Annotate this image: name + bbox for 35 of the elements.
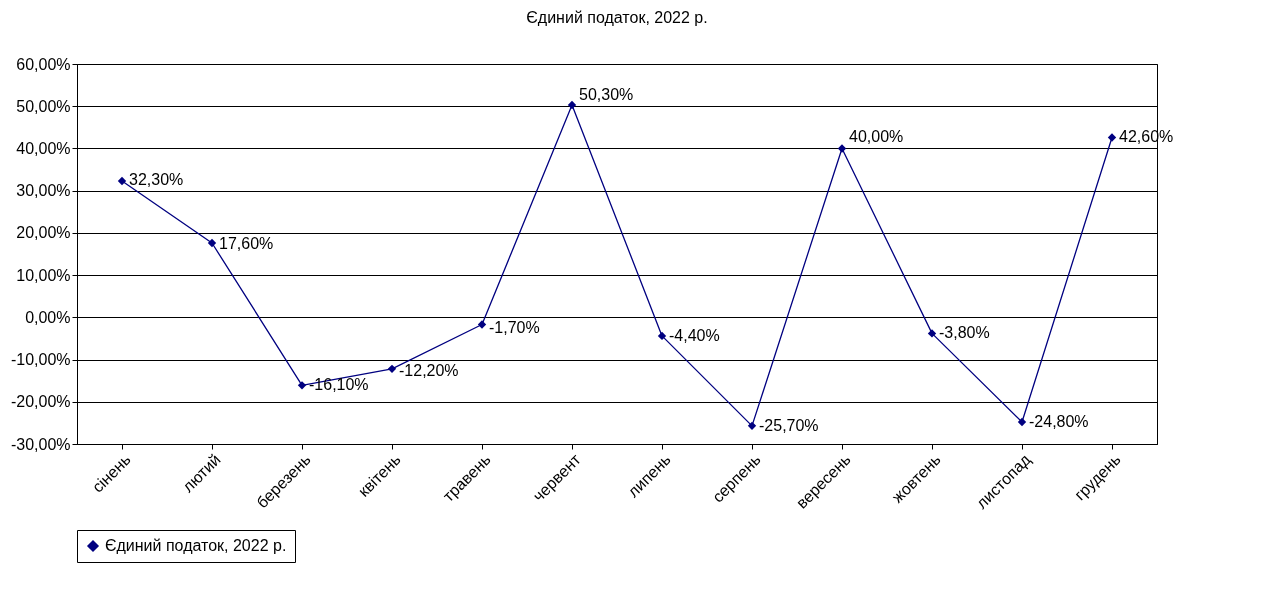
chart-title: Єдиний податок, 2022 р. [526,9,708,26]
y-tick-label: 40,00% [16,139,71,157]
data-label: 40,00% [849,128,904,146]
y-tick-label: -10,00% [10,351,71,369]
y-tick-label: 0,00% [25,308,71,326]
legend-label: Єдиний податок, 2022 р. [105,537,287,554]
data-label: -4,40% [669,326,720,344]
y-tick-label: 30,00% [16,182,71,200]
data-label: -12,20% [399,361,459,379]
point [297,381,307,390]
data-label: -1,70% [489,319,540,337]
data-label: 17,60% [219,234,274,252]
data-label: 50,30% [579,86,634,104]
point [567,100,577,110]
data-label: -24,80% [1029,413,1089,431]
y-tick-label: -30,00% [10,435,71,453]
point [747,421,757,431]
point [387,364,397,374]
data-label: -16,10% [309,376,369,394]
data-label: -3,80% [939,324,990,342]
data-label: 32,30% [129,170,184,188]
point [207,238,217,248]
point [477,320,487,329]
y-tick-label: 20,00% [16,224,71,242]
point [837,144,847,153]
point [117,176,127,186]
y-tick-label: 10,00% [16,266,71,284]
y-tick-label: -20,00% [10,393,71,411]
point [927,329,937,338]
point [1107,133,1117,142]
y-tick-label: 50,00% [16,97,71,115]
y-tick-label: 60,00% [16,55,71,73]
point [657,331,667,341]
point [1017,417,1027,427]
data-label: -25,70% [759,416,819,434]
